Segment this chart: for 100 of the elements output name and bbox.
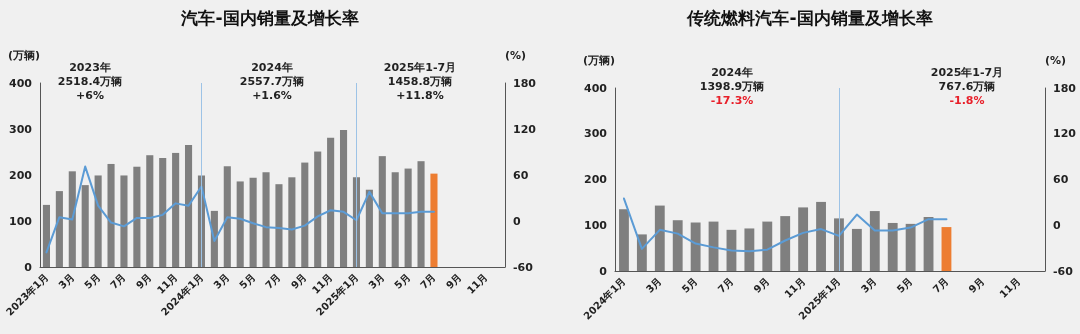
text: 2023年 xyxy=(69,60,111,74)
bar xyxy=(780,216,791,271)
bar xyxy=(107,163,115,267)
annotation: +11.8% xyxy=(396,88,444,102)
y-tick-label: 0 xyxy=(24,260,33,274)
bar xyxy=(391,172,399,267)
x-tick-label: 3月 xyxy=(56,271,77,291)
x-tick-label: 5月 xyxy=(237,271,258,291)
x-tick-label: 5月 xyxy=(82,271,103,291)
x-tick-label: 5月 xyxy=(894,275,915,295)
bar xyxy=(262,172,270,267)
y2-tick-label: 120 xyxy=(513,122,537,136)
y-axis-title: (万辆) xyxy=(582,54,615,67)
y2-tick-label: 180 xyxy=(513,76,537,90)
x-tick-label: 11月 xyxy=(782,275,808,300)
bar xyxy=(762,221,773,271)
bar xyxy=(146,155,154,267)
bar xyxy=(288,177,296,267)
x-tick-label: 3月 xyxy=(643,275,664,295)
y2-tick-label: -60 xyxy=(1053,264,1074,278)
x-tick-label: 9月 xyxy=(288,271,309,291)
bar xyxy=(869,211,880,271)
y-tick-label: 0 xyxy=(599,264,608,278)
y-tick-label: 200 xyxy=(584,173,608,186)
annotation: +6% xyxy=(76,88,104,102)
annotation: 1398.9万辆 xyxy=(699,79,765,93)
bar xyxy=(851,228,862,271)
x-tick-label: 5月 xyxy=(679,275,700,295)
bar xyxy=(314,151,322,267)
x-tick-label: 7月 xyxy=(263,271,283,291)
text: 2025年1-7月 xyxy=(383,60,457,74)
bar xyxy=(94,175,102,267)
annotation: 1458.8万辆 xyxy=(387,74,453,88)
bar xyxy=(941,227,952,271)
y2-tick-label: 60 xyxy=(513,168,529,182)
x-tick-label: 3月 xyxy=(366,271,387,291)
bar xyxy=(417,161,425,267)
annotation: +1.6% xyxy=(252,88,292,102)
bar xyxy=(172,152,180,267)
y2-tick-label: -60 xyxy=(513,260,534,274)
chart-title: 传统燃料汽车-国内销量及增长率 xyxy=(686,7,933,28)
x-tick-label: 11月 xyxy=(997,275,1023,300)
y-tick-label: 100 xyxy=(9,214,33,228)
bar xyxy=(905,223,916,271)
bar xyxy=(887,222,898,271)
bar xyxy=(430,173,438,267)
annotation: 2518.4万辆 xyxy=(57,74,123,88)
x-tick-label: 11月 xyxy=(464,271,490,296)
text: 2024年 xyxy=(251,60,293,74)
text: 2025年1-7月 xyxy=(930,65,1004,79)
x-tick-label: 9月 xyxy=(751,275,772,295)
bar xyxy=(159,157,167,267)
x-tick-label: 7月 xyxy=(108,271,128,291)
bar xyxy=(68,171,76,267)
bar xyxy=(816,201,826,271)
y2-tick-label: 60 xyxy=(1053,173,1069,186)
annotation: 2557.7万辆 xyxy=(239,74,305,88)
chart-title: 汽车-国内销量及增长率 xyxy=(180,7,359,28)
y2-tick-label: 0 xyxy=(1053,218,1061,232)
y-tick-label: 300 xyxy=(9,122,33,136)
x-tick-label: 7月 xyxy=(930,275,951,295)
bar xyxy=(798,207,809,271)
x-tick-label: 3月 xyxy=(211,271,232,291)
y2-tick-label: 0 xyxy=(513,214,521,228)
y2-tick-label: 120 xyxy=(1053,127,1077,141)
y-tick-label: 200 xyxy=(9,168,33,182)
annotation: -1.8% xyxy=(949,93,985,107)
bar xyxy=(133,166,141,267)
text: 2024年 xyxy=(711,65,753,79)
y-tick-label: 100 xyxy=(584,218,608,232)
bar xyxy=(301,162,309,267)
y-tick-label: 300 xyxy=(584,127,608,141)
x-tick-label: 7月 xyxy=(418,271,438,291)
bar xyxy=(184,145,193,267)
bar xyxy=(249,177,257,267)
y2-axis-title: (%) xyxy=(1045,54,1067,67)
bar xyxy=(223,166,231,267)
y-axis-title: (万辆) xyxy=(7,49,40,62)
annotation: -17.3% xyxy=(710,93,754,107)
bar xyxy=(690,222,701,271)
bar xyxy=(744,228,755,271)
y2-axis-title: (%) xyxy=(505,49,527,62)
bar xyxy=(327,137,335,267)
line-series xyxy=(45,165,435,254)
bar xyxy=(404,168,412,267)
annotation: 767.6万辆 xyxy=(938,79,996,93)
bar xyxy=(339,129,348,267)
bar xyxy=(120,175,128,267)
x-tick-label: 9月 xyxy=(966,275,987,295)
x-tick-label: 9月 xyxy=(133,271,154,291)
line-series xyxy=(622,197,948,253)
x-tick-label: 7月 xyxy=(715,275,736,295)
bar xyxy=(55,191,63,267)
bar xyxy=(42,204,51,267)
y2-tick-label: 180 xyxy=(1053,81,1077,95)
bar xyxy=(81,185,89,267)
bar xyxy=(236,181,244,267)
bar xyxy=(275,184,283,267)
bar xyxy=(672,220,683,271)
bar xyxy=(619,209,629,271)
